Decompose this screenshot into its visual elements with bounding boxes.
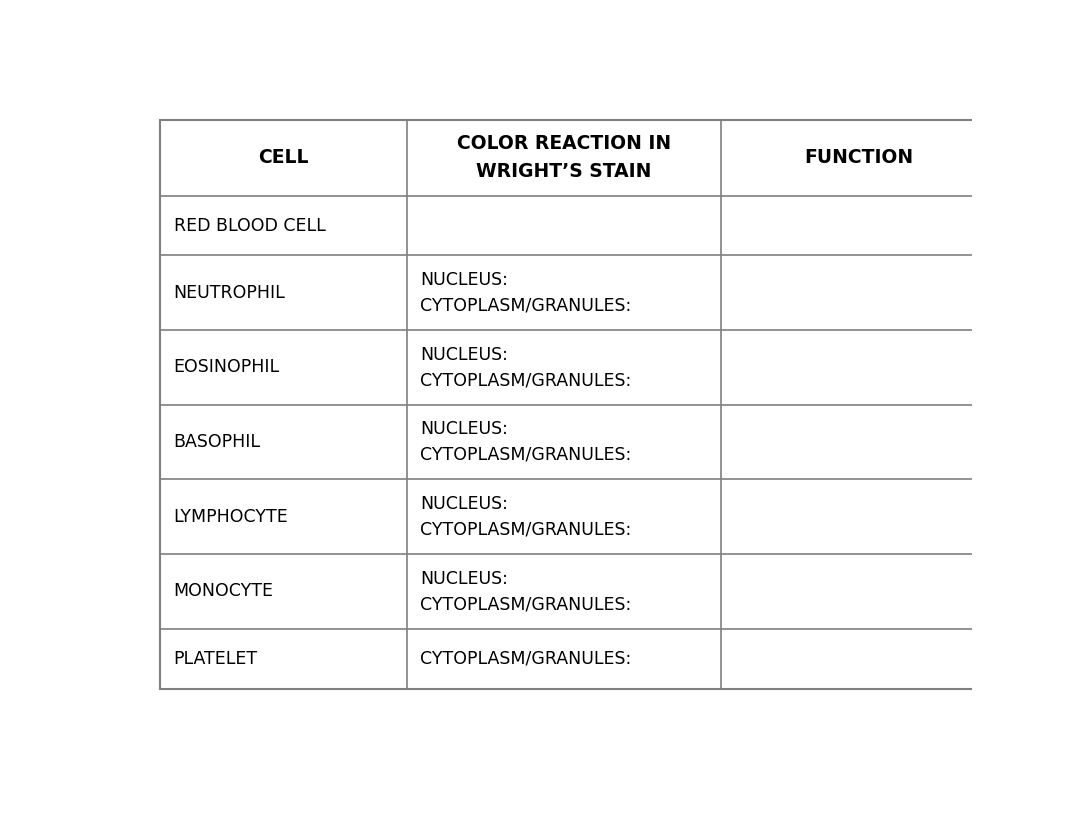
Text: NUCLEUS:
CYTOPLASM/GRANULES:: NUCLEUS: CYTOPLASM/GRANULES: [420,569,632,614]
Text: RED BLOOD CELL: RED BLOOD CELL [174,217,325,235]
Text: FUNCTION: FUNCTION [805,148,914,167]
Text: NUCLEUS:
CYTOPLASM/GRANULES:: NUCLEUS: CYTOPLASM/GRANULES: [420,495,632,538]
Text: NEUTROPHIL: NEUTROPHIL [174,283,285,302]
Text: NUCLEUS:
CYTOPLASM/GRANULES:: NUCLEUS: CYTOPLASM/GRANULES: [420,421,632,464]
Text: LYMPHOCYTE: LYMPHOCYTE [174,507,288,526]
Text: MONOCYTE: MONOCYTE [174,583,273,600]
Text: CELL: CELL [258,148,309,167]
Text: NUCLEUS:
CYTOPLASM/GRANULES:: NUCLEUS: CYTOPLASM/GRANULES: [420,345,632,390]
Text: PLATELET: PLATELET [174,650,258,668]
Text: EOSINOPHIL: EOSINOPHIL [174,359,280,376]
Text: COLOR REACTION IN
WRIGHT’S STAIN: COLOR REACTION IN WRIGHT’S STAIN [457,135,671,181]
Text: CYTOPLASM/GRANULES:: CYTOPLASM/GRANULES: [420,650,632,668]
Text: BASOPHIL: BASOPHIL [174,433,260,451]
Bar [160,120,997,689]
Text: NUCLEUS:
CYTOPLASM/GRANULES:: NUCLEUS: CYTOPLASM/GRANULES: [420,271,632,314]
